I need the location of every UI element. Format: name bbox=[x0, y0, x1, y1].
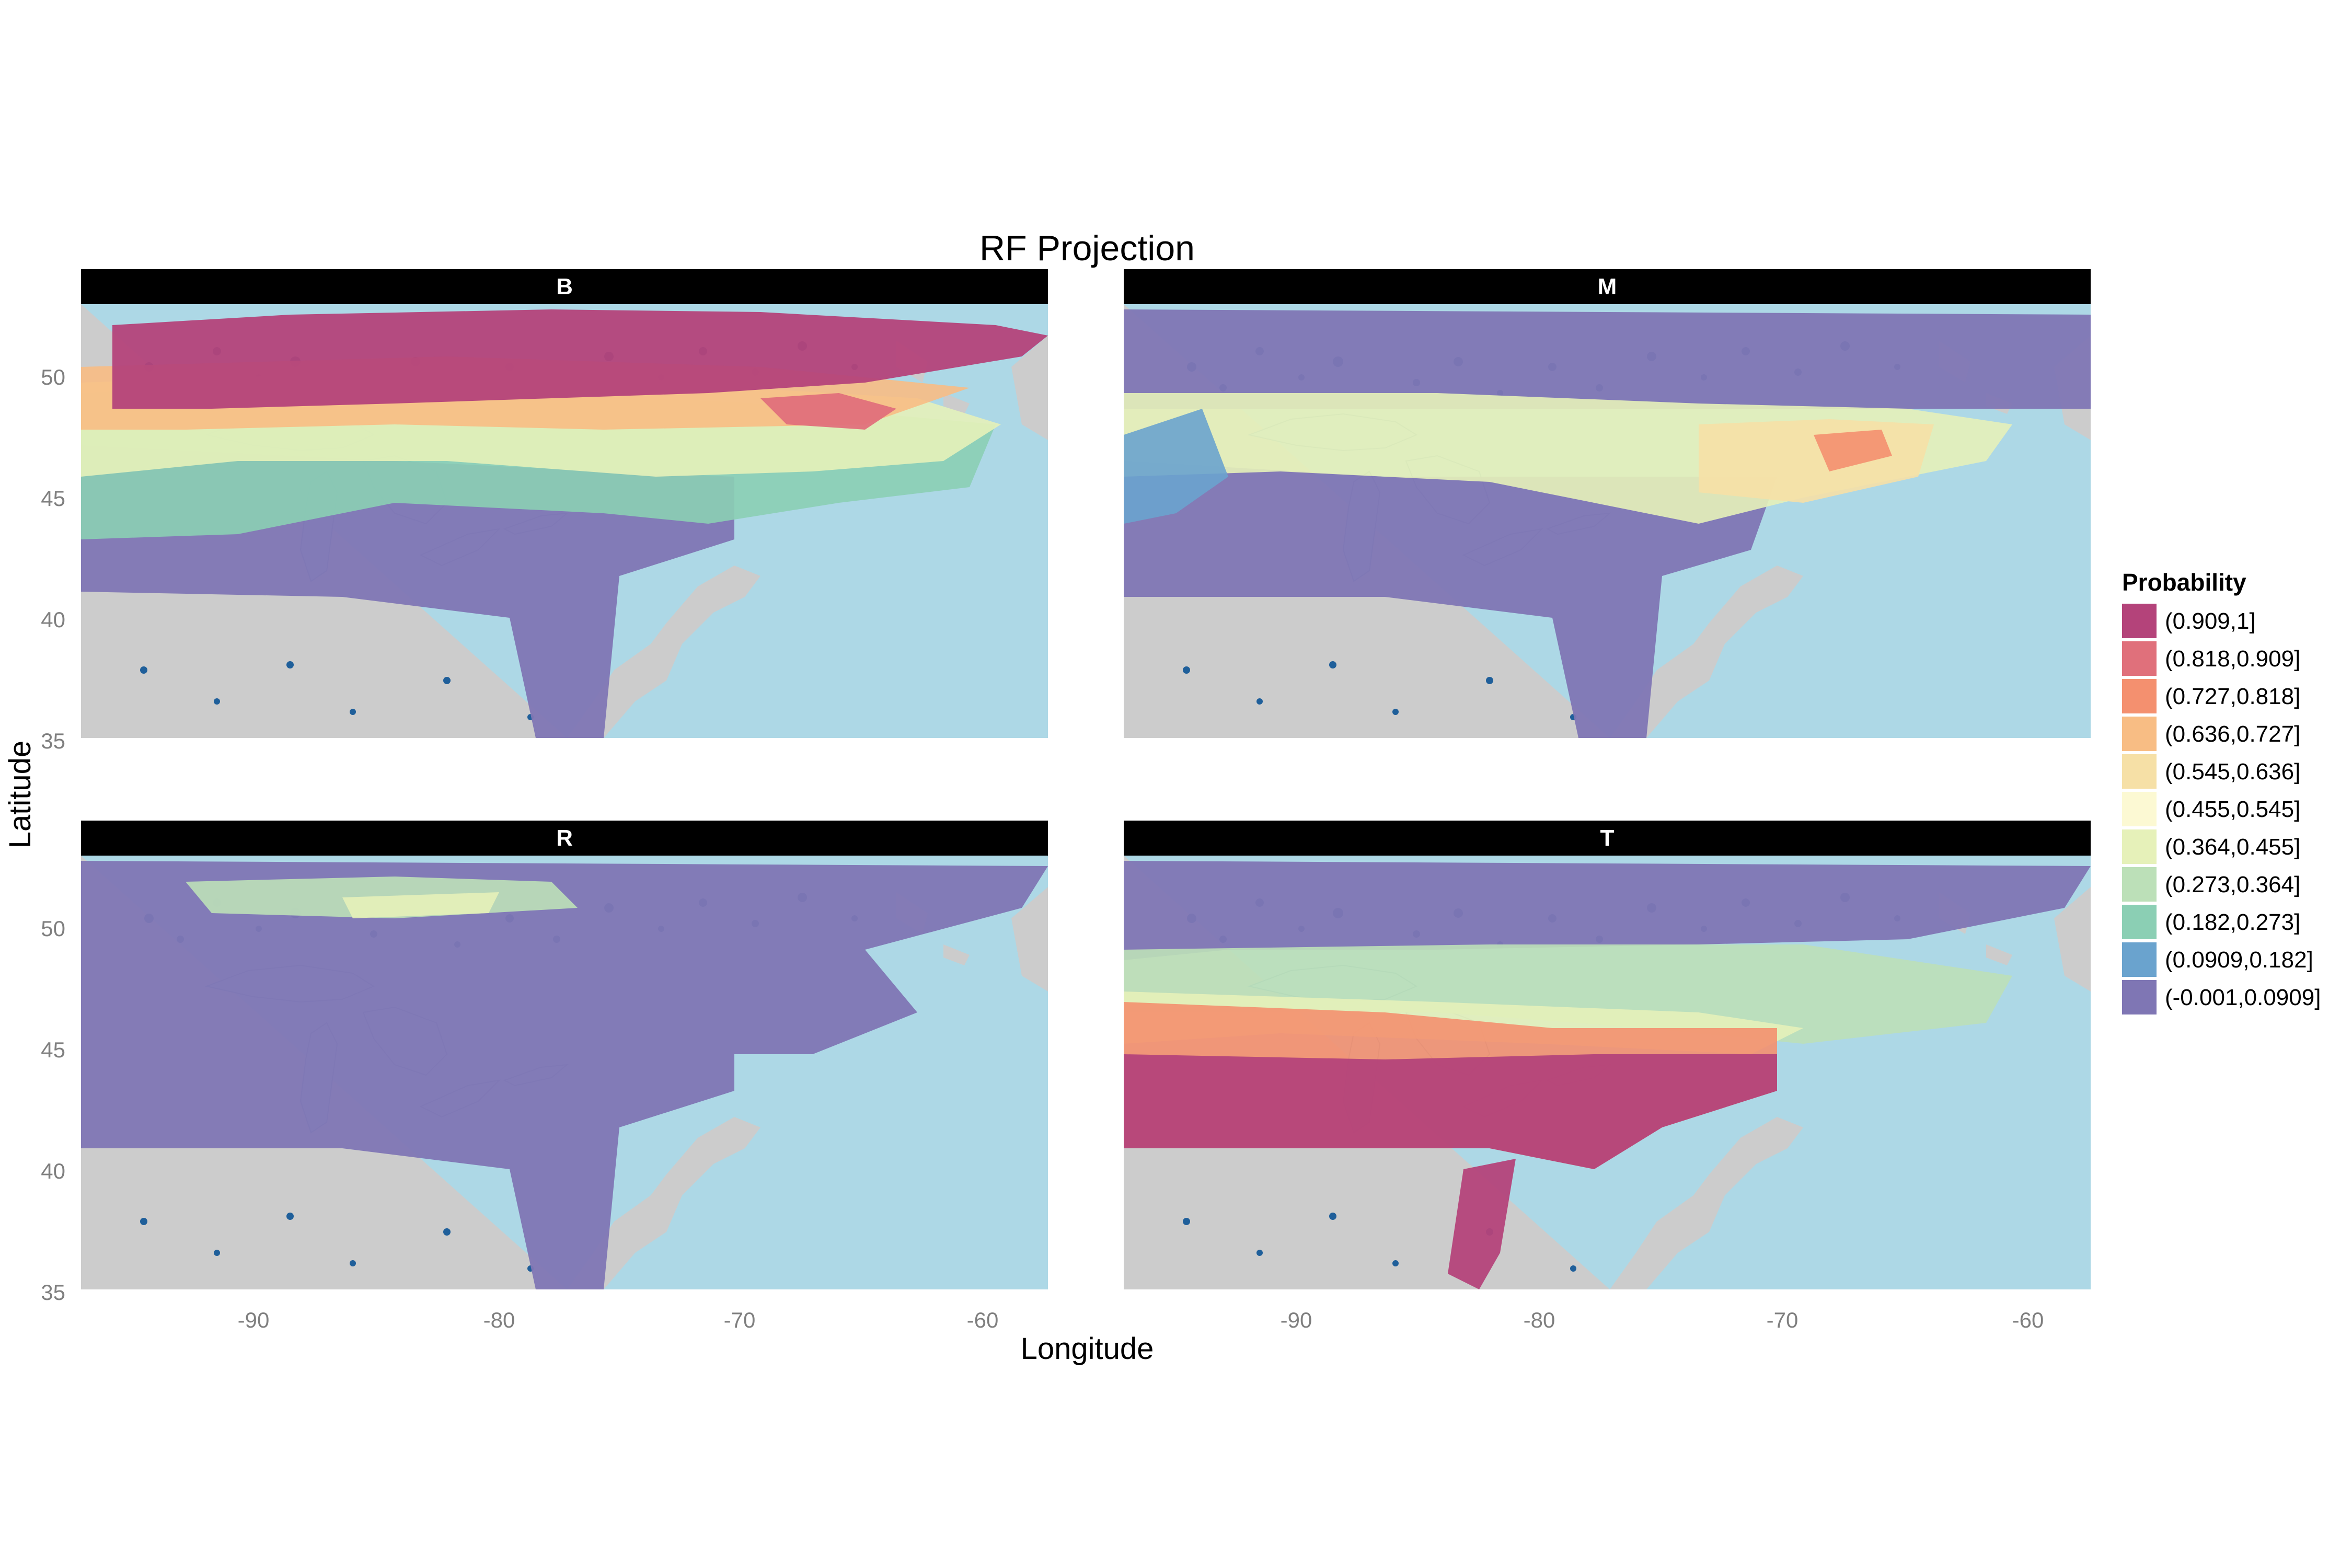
legend-swatch bbox=[2122, 980, 2157, 1014]
x-axis-ticks-left: -90 -80 -70 -60 bbox=[238, 1308, 999, 1332]
facet-panel-b: B bbox=[81, 269, 1048, 738]
y-tick-label: 35 bbox=[41, 1280, 65, 1305]
x-tick-label: -60 bbox=[967, 1308, 999, 1332]
facet-panel-m: M bbox=[1124, 269, 2091, 738]
chart-title: RF Projection bbox=[979, 228, 1195, 268]
y-tick-label: 45 bbox=[41, 1037, 65, 1062]
legend-label: (0.364,0.455] bbox=[2165, 834, 2300, 860]
facet-strip-b bbox=[81, 269, 1048, 304]
x-tick-label: -80 bbox=[483, 1308, 515, 1332]
facet-strip-label-r: R bbox=[556, 825, 573, 851]
legend-swatch bbox=[2122, 679, 2157, 713]
legend-title: Probability bbox=[2122, 569, 2246, 596]
legend-swatch bbox=[2122, 641, 2157, 676]
legend-label: (0.818,0.909] bbox=[2165, 646, 2300, 672]
x-tick-label: -60 bbox=[2012, 1308, 2044, 1332]
facet-strip-label-b: B bbox=[556, 274, 573, 299]
legend-label: (0.0909,0.182] bbox=[2165, 947, 2313, 973]
x-axis-title: Longitude bbox=[1021, 1332, 1154, 1366]
y-axis-ticks-top: 50 45 40 35 bbox=[41, 365, 65, 753]
legend-swatch bbox=[2122, 905, 2157, 939]
x-tick-label: -90 bbox=[238, 1308, 270, 1332]
legend-label: (0.909,1] bbox=[2165, 608, 2256, 634]
legend-swatch bbox=[2122, 867, 2157, 902]
y-tick-label: 45 bbox=[41, 486, 65, 511]
map-panel-b bbox=[81, 304, 1048, 738]
x-axis-ticks-right: -90 -80 -70 -60 bbox=[1281, 1308, 2044, 1332]
y-tick-label: 40 bbox=[41, 607, 65, 632]
legend-swatch bbox=[2122, 829, 2157, 864]
x-tick-label: -90 bbox=[1281, 1308, 1312, 1332]
facet-panel-r: R bbox=[81, 821, 1048, 1289]
y-axis-title: Latitude bbox=[3, 741, 37, 848]
map-panel-m bbox=[1124, 304, 2091, 738]
y-tick-label: 35 bbox=[41, 729, 65, 753]
legend-label: (-0.001,0.0909] bbox=[2165, 985, 2321, 1010]
y-tick-label: 40 bbox=[41, 1159, 65, 1183]
facet-strip-t bbox=[1124, 821, 2091, 856]
legend-swatch bbox=[2122, 717, 2157, 751]
map-panel-r bbox=[81, 856, 1048, 1289]
legend-swatch bbox=[2122, 754, 2157, 789]
map-panel-t bbox=[1124, 856, 2091, 1289]
facet-strip-label-m: M bbox=[1598, 274, 1617, 299]
x-tick-label: -70 bbox=[1767, 1308, 1798, 1332]
legend-swatch bbox=[2122, 942, 2157, 977]
legend-swatch bbox=[2122, 604, 2157, 638]
legend-label: (0.545,0.636] bbox=[2165, 759, 2300, 785]
x-tick-label: -70 bbox=[724, 1308, 756, 1332]
facet-strip-r bbox=[81, 821, 1048, 856]
legend-label: (0.636,0.727] bbox=[2165, 721, 2300, 747]
facet-strip-m bbox=[1124, 269, 2091, 304]
legend-label: (0.727,0.818] bbox=[2165, 684, 2300, 709]
y-axis-ticks-bottom: 50 45 40 35 bbox=[41, 916, 65, 1305]
facet-strip-label-t: T bbox=[1600, 825, 1615, 851]
y-tick-label: 50 bbox=[41, 365, 65, 389]
x-tick-label: -80 bbox=[1524, 1308, 1555, 1332]
legend-label: (0.273,0.364] bbox=[2165, 872, 2300, 897]
legend-label: (0.455,0.545] bbox=[2165, 797, 2300, 822]
legend: Probability (0.909,1] (0.818,0.909] (0.727… bbox=[2122, 569, 2321, 1014]
legend-label: (0.182,0.273] bbox=[2165, 909, 2300, 935]
facet-panel-t: T bbox=[1124, 821, 2091, 1289]
legend-swatch bbox=[2122, 792, 2157, 826]
y-tick-label: 50 bbox=[41, 916, 65, 941]
